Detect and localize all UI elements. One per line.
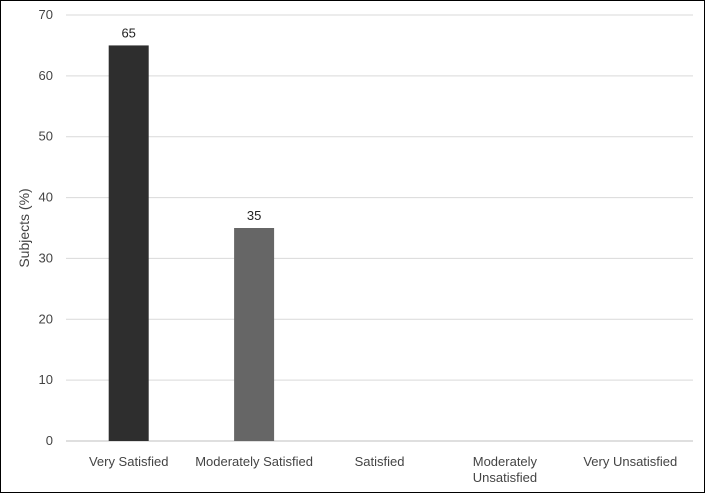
x-tick-label-line: Moderately [473, 454, 538, 469]
y-tick-label: 10 [39, 372, 53, 387]
y-tick-label: 60 [39, 68, 53, 83]
x-tick-label: Very Unsatisfied [583, 454, 677, 469]
x-tick-label-line: Moderately Satisfied [195, 454, 313, 469]
y-tick-label: 40 [39, 190, 53, 205]
bar [108, 45, 149, 442]
y-tick-label: 70 [39, 7, 53, 22]
data-label: 35 [247, 208, 261, 223]
x-tick-label-line: Satisfied [355, 454, 405, 469]
y-tick-label: 30 [39, 250, 53, 265]
x-tick-label-line: Very Satisfied [89, 454, 169, 469]
y-tick-label: 0 [46, 433, 53, 448]
x-tick-label: Moderately Satisfied [195, 454, 313, 469]
data-label: 65 [121, 25, 135, 40]
x-tick-label-line: Very Unsatisfied [583, 454, 677, 469]
x-tick-label: Very Satisfied [89, 454, 169, 469]
y-axis-title: Subjects (%) [16, 188, 32, 267]
bar [234, 228, 275, 441]
y-tick-label: 20 [39, 311, 53, 326]
x-tick-label: Moderately Unsatisfied [473, 454, 538, 485]
x-tick-label-line: Unsatisfied [473, 470, 537, 485]
y-tick-label: 50 [39, 129, 53, 144]
x-tick-label: Satisfied [355, 454, 405, 469]
